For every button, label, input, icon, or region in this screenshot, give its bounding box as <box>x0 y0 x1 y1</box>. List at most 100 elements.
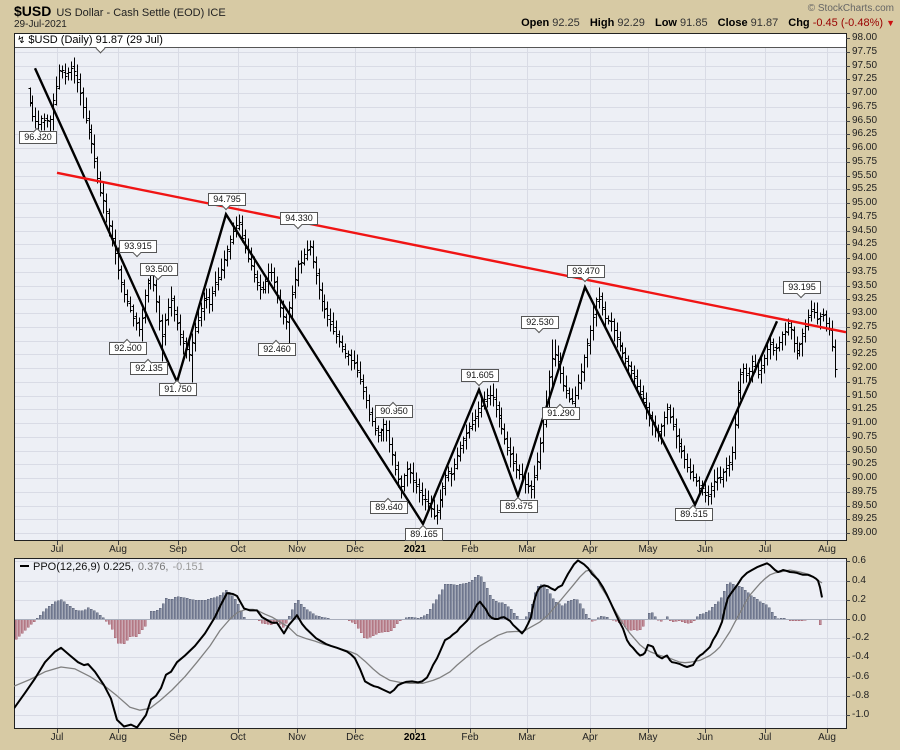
month-label: Jul <box>758 732 772 743</box>
month-label: Aug <box>818 732 836 743</box>
price-axis-label: 89.00 <box>852 527 878 538</box>
price-axis-label: 90.25 <box>852 458 878 469</box>
ohlc-bars <box>28 57 838 525</box>
ppo-legend-hist: -0.151 <box>172 561 204 573</box>
month-tick <box>178 729 179 733</box>
price-axis-label: 91.00 <box>852 417 878 428</box>
ppo-plot <box>14 559 846 729</box>
month-tick <box>827 729 828 733</box>
price-axis-label: 94.75 <box>852 211 878 222</box>
close-label: Close <box>717 17 748 29</box>
price-callout: 96.320 <box>19 127 57 144</box>
price-axis-tick <box>846 396 850 397</box>
price-callout: 90.950 <box>375 401 413 418</box>
month-label: Sep <box>169 732 187 743</box>
price-axis-tick <box>846 162 850 163</box>
open-label: Open <box>521 17 550 29</box>
ppo-indicator-panel <box>14 558 847 729</box>
ppo-axis-tick <box>846 715 850 716</box>
price-axis-label: 90.50 <box>852 445 878 456</box>
price-callout: 92.500 <box>109 338 147 355</box>
ppo-axis-tick <box>846 619 850 620</box>
ppo-legend: PPO(12,26,9) 0.225, 0.376, -0.151 <box>20 561 204 573</box>
price-axis-tick <box>846 382 850 383</box>
ppo-grid <box>15 559 846 728</box>
month-label: Jul <box>50 732 64 743</box>
month-label: Jul <box>758 544 772 555</box>
price-axis-tick <box>846 492 850 493</box>
month-label: Dec <box>346 544 364 555</box>
month-label: Oct <box>230 732 246 743</box>
price-legend-text[interactable]: $USD (Daily) 91.87 (29 Jul) <box>28 34 163 46</box>
price-callout: 91.290 <box>542 403 580 420</box>
price-axis-label: 93.25 <box>852 293 878 304</box>
ppo-axis-label: -0.2 <box>852 632 870 643</box>
chart-title: $USD US Dollar - Cash Settle (EOD) ICE <box>14 3 226 21</box>
month-label: Mar <box>518 544 536 555</box>
month-tick <box>648 729 649 733</box>
month-label: Aug <box>109 732 127 743</box>
month-label: Jul <box>50 544 64 555</box>
price-axis-label: 95.00 <box>852 197 878 208</box>
price-axis-label: 93.75 <box>852 266 878 277</box>
price-axis-tick <box>846 478 850 479</box>
price-axis-tick <box>846 437 850 438</box>
high-label: High <box>589 17 615 29</box>
month-tick <box>178 541 179 545</box>
price-axis-label: 96.75 <box>852 101 878 112</box>
price-axis-label: 97.75 <box>852 46 878 57</box>
month-tick <box>355 729 356 733</box>
month-label: Nov <box>288 544 306 555</box>
price-axis-label: 93.00 <box>852 307 878 318</box>
price-callout: 93.195 <box>783 281 821 298</box>
month-label: Apr <box>582 544 598 555</box>
price-axis-tick <box>846 134 850 135</box>
down-triangle-icon: ▼ <box>886 18 895 28</box>
ppo-axis-tick <box>846 657 850 658</box>
price-axis-tick <box>846 368 850 369</box>
price-axis-tick <box>846 189 850 190</box>
price-axis-tick <box>846 354 850 355</box>
ppo-axis-tick <box>846 638 850 639</box>
month-label: Nov <box>288 732 306 743</box>
price-axis-label: 96.25 <box>852 128 878 139</box>
month-tick <box>470 729 471 733</box>
month-tick <box>590 541 591 545</box>
month-tick <box>57 729 58 733</box>
price-axis-label: 90.75 <box>852 431 878 442</box>
price-axis-label: 92.25 <box>852 348 878 359</box>
price-axis-tick <box>846 506 850 507</box>
chg-label: Chg <box>788 17 810 29</box>
ppo-axis-label: 0.0 <box>852 613 866 624</box>
price-axis-label: 94.50 <box>852 225 878 236</box>
price-callout: 89.675 <box>500 496 538 513</box>
month-label: May <box>638 732 658 743</box>
price-callout: 91.605 <box>461 369 499 386</box>
price-axis-tick <box>846 203 850 204</box>
month-tick <box>705 541 706 545</box>
price-grid <box>15 34 846 540</box>
price-axis-label: 92.00 <box>852 362 878 373</box>
month-label: 2021 <box>403 732 427 743</box>
copyright-label: © StockCharts.com <box>807 3 894 14</box>
price-axis-tick <box>846 93 850 94</box>
price-axis-label: 91.75 <box>852 376 878 387</box>
price-axis-label: 92.75 <box>852 321 878 332</box>
ppo-axis-tick <box>846 677 850 678</box>
month-tick <box>827 541 828 545</box>
close-value: 91.87 <box>750 17 779 29</box>
ppo-signal-line <box>14 569 823 711</box>
price-axis-tick <box>846 66 850 67</box>
price-callout: 92.530 <box>521 316 559 333</box>
low-label: Low <box>654 17 677 29</box>
ppo-axis-label: -0.8 <box>852 690 870 701</box>
price-callout: 92.460 <box>258 339 296 356</box>
month-tick <box>527 729 528 733</box>
price-axis-tick <box>846 464 850 465</box>
price-axis-label: 89.25 <box>852 513 878 524</box>
price-axis-tick <box>846 79 850 80</box>
ppo-axis-label: 0.4 <box>852 575 866 586</box>
ppo-axis-tick <box>846 696 850 697</box>
price-callout: 89.515 <box>675 504 713 521</box>
ppo-axis-label: -0.6 <box>852 671 870 682</box>
